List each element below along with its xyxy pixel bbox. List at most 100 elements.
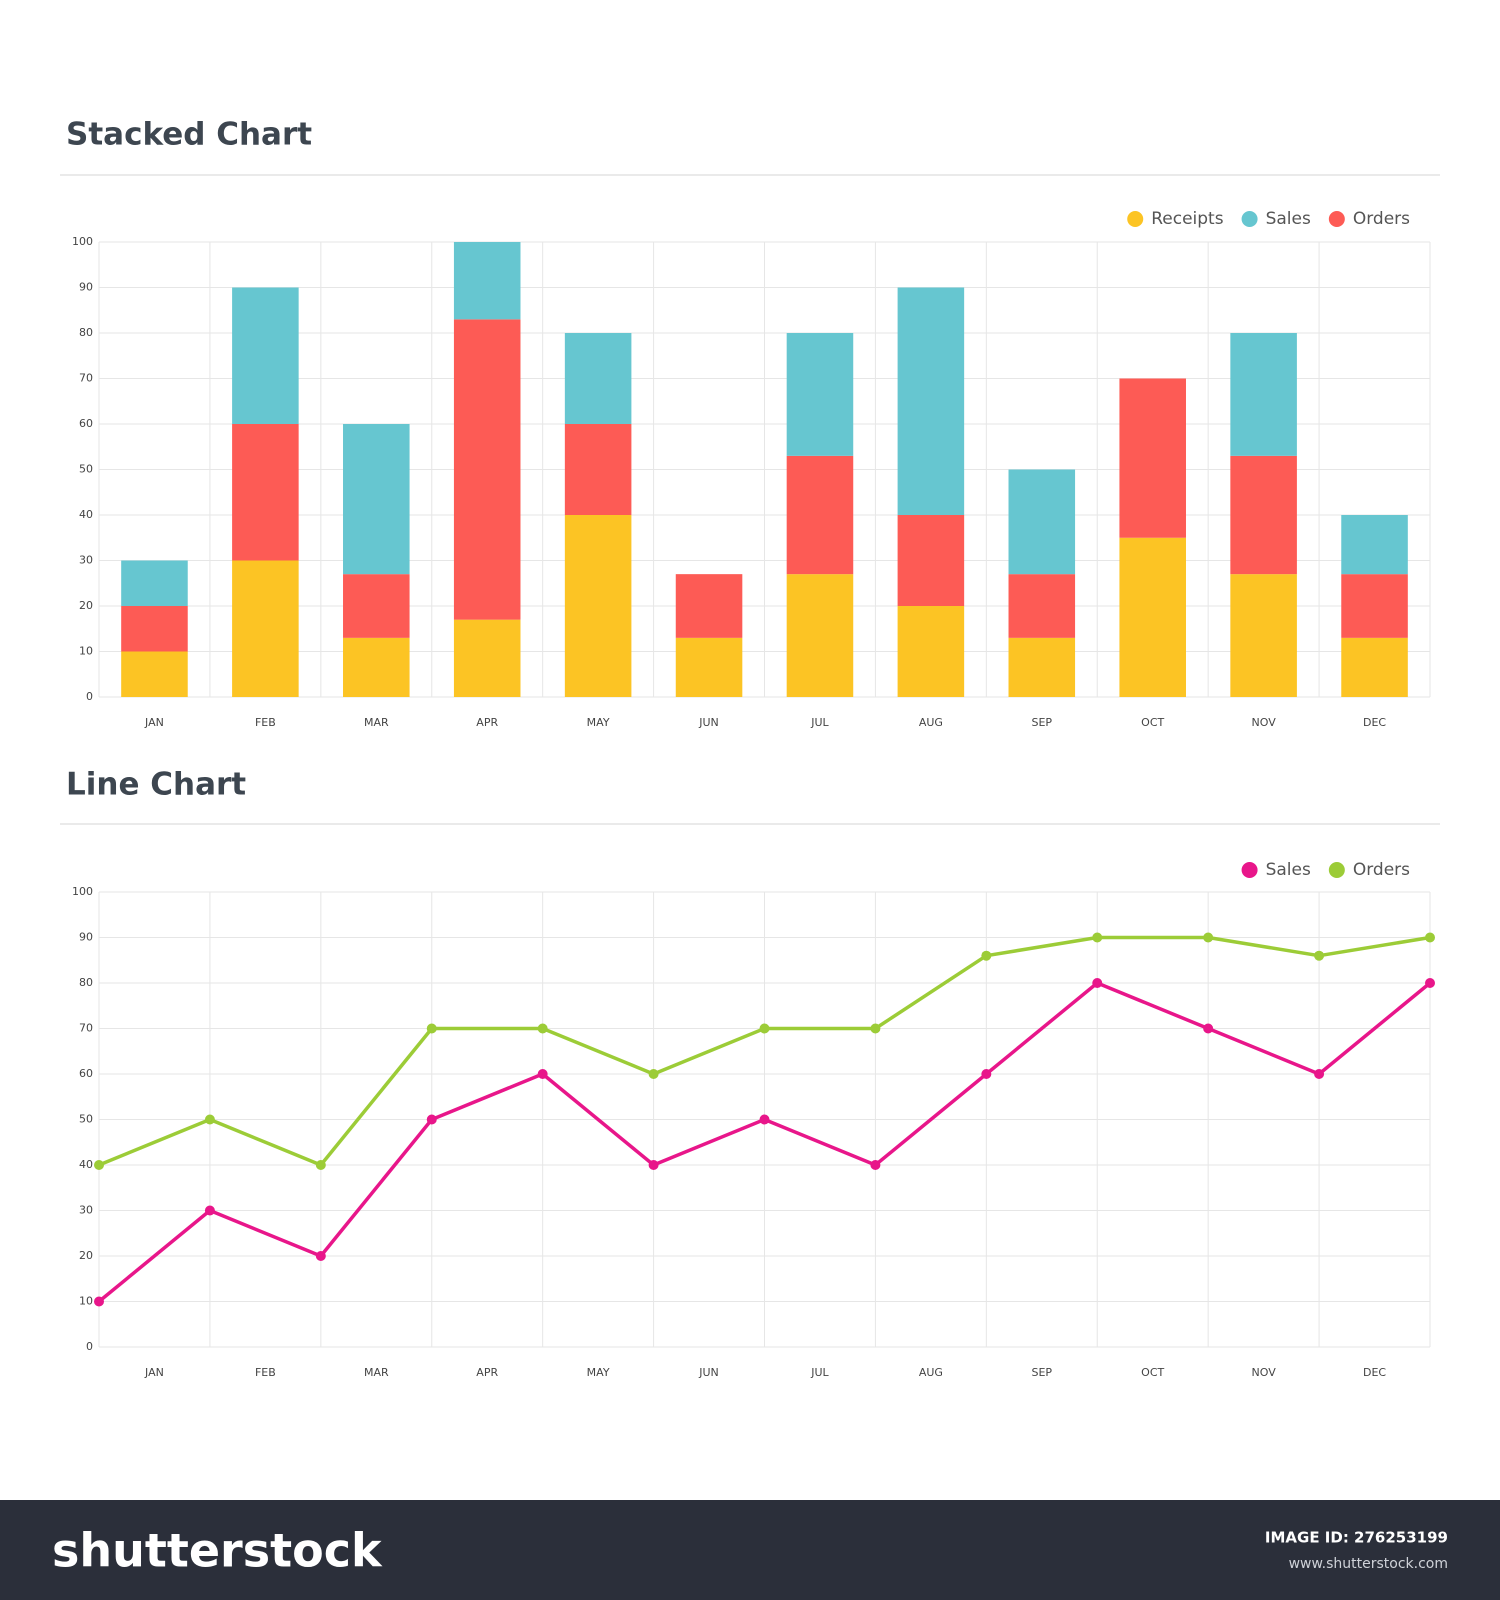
bar-segment: [1341, 574, 1408, 638]
x-tick-label: MAR: [364, 1366, 389, 1379]
legend-label: Receipts: [1151, 209, 1223, 229]
y-tick-label: 30: [79, 1204, 93, 1217]
y-tick-label: 100: [72, 235, 93, 248]
y-tick-label: 40: [79, 508, 93, 521]
x-tick-label: FEB: [255, 1366, 276, 1379]
point: [1314, 950, 1325, 961]
y-tick-label: 60: [79, 1067, 93, 1080]
point: [204, 1114, 215, 1125]
point: [981, 1069, 992, 1079]
point: [1092, 932, 1103, 943]
footer-image-id: IMAGE ID: 276253199: [1265, 1529, 1448, 1547]
x-tick-label: OCT: [1141, 716, 1164, 729]
y-tick-label: 0: [86, 1340, 93, 1353]
bar-segment: [1230, 455, 1297, 575]
x-tick-label: JUL: [810, 1366, 829, 1379]
point: [981, 950, 992, 961]
y-tick-label: 70: [79, 372, 93, 385]
bar-segment: [1119, 378, 1186, 538]
chart-title: Line Chart: [66, 767, 246, 803]
x-tick-label: JAN: [144, 1366, 164, 1379]
x-tick-label: AUG: [919, 716, 943, 729]
y-tick-label: 90: [79, 931, 93, 944]
legend-swatch: [1328, 862, 1345, 878]
point: [870, 1023, 881, 1034]
legend-label: Orders: [1353, 860, 1410, 880]
footer-url: www.shutterstock.com: [1289, 1556, 1448, 1572]
x-tick-label: DEC: [1363, 716, 1386, 729]
x-tick-label: NOV: [1252, 1366, 1277, 1379]
bar-segment: [343, 424, 410, 575]
bar-segment: [786, 333, 854, 456]
point: [648, 1160, 659, 1170]
x-tick-label: MAY: [587, 1366, 610, 1379]
y-tick-label: 20: [79, 599, 93, 612]
point: [94, 1160, 104, 1170]
bar-segment: [564, 333, 632, 424]
bar-segment: [564, 424, 632, 515]
point: [537, 1069, 548, 1079]
bar-segment: [675, 637, 743, 697]
bar-segment: [453, 619, 521, 697]
bar-segment: [232, 287, 299, 424]
x-tick-label: MAR: [364, 716, 389, 729]
bar-segment: [121, 606, 188, 652]
point: [1203, 932, 1214, 943]
bar-segment: [232, 424, 299, 561]
bar-segment: [121, 651, 188, 697]
chart-title: Stacked Chart: [66, 117, 312, 153]
y-tick-label: 50: [79, 463, 93, 476]
footer-bar: [0, 1500, 1500, 1600]
y-tick-label: 60: [79, 417, 93, 430]
point: [1425, 932, 1435, 943]
legend-label: Orders: [1353, 209, 1410, 229]
legend-swatch: [1241, 862, 1258, 878]
bar-segment: [1119, 537, 1186, 697]
bar-segment: [786, 574, 854, 697]
y-tick-label: 90: [79, 281, 93, 294]
legend-swatch: [1241, 211, 1258, 227]
legend-swatch: [1127, 211, 1144, 227]
y-tick-label: 100: [72, 885, 93, 898]
y-tick-label: 40: [79, 1158, 93, 1171]
point: [759, 1114, 770, 1125]
x-tick-label: OCT: [1141, 1366, 1164, 1379]
y-tick-label: 10: [79, 1295, 93, 1308]
y-tick-label: 30: [79, 554, 93, 567]
x-tick-label: JUN: [698, 716, 719, 729]
x-tick-label: SEP: [1032, 1366, 1053, 1379]
footer-logo: shutterstock: [52, 1524, 383, 1578]
y-tick-label: 0: [86, 690, 93, 703]
y-tick-label: 70: [79, 1022, 93, 1035]
bar-segment: [343, 574, 410, 638]
bar-segment: [897, 515, 965, 606]
x-tick-label: DEC: [1363, 1366, 1386, 1379]
legend-label: Sales: [1266, 860, 1311, 880]
bar-segment: [121, 560, 188, 606]
x-tick-label: SEP: [1032, 716, 1053, 729]
point: [315, 1251, 326, 1261]
bar-segment: [1341, 637, 1408, 697]
point: [870, 1160, 881, 1170]
bar-segment: [564, 515, 632, 697]
bar-segment: [675, 574, 743, 638]
point: [315, 1160, 326, 1170]
bar-segment: [786, 455, 854, 575]
bar-segment: [897, 287, 965, 515]
legend-label: Sales: [1266, 209, 1311, 229]
y-tick-label: 20: [79, 1249, 93, 1262]
bar-segment: [1008, 637, 1076, 697]
x-tick-label: MAY: [587, 716, 610, 729]
point: [94, 1296, 104, 1307]
bar-segment: [343, 637, 410, 697]
x-tick-label: NOV: [1252, 716, 1277, 729]
x-tick-label: AUG: [919, 1366, 943, 1379]
point: [1314, 1069, 1325, 1079]
legend-swatch: [1328, 211, 1345, 227]
point: [1092, 978, 1103, 988]
point: [537, 1023, 548, 1034]
y-tick-label: 50: [79, 1113, 93, 1126]
point: [426, 1023, 437, 1034]
bar-segment: [1008, 574, 1076, 638]
point: [1203, 1023, 1214, 1034]
